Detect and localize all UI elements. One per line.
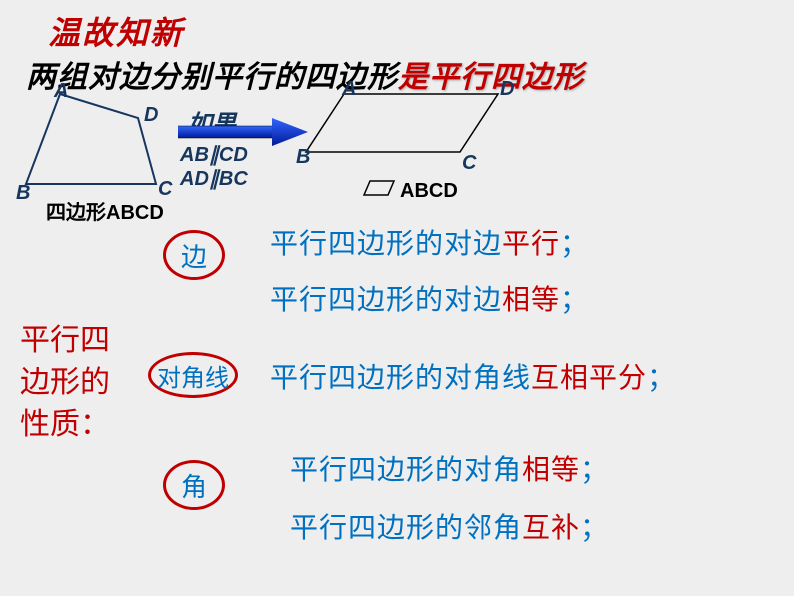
properties-title: 平行四 边形的 性质： bbox=[20, 320, 110, 446]
property-1-blue: 平行四边形的对边 bbox=[270, 228, 502, 259]
para-vertex-d: D bbox=[500, 78, 514, 101]
title-top: 温故知新 bbox=[48, 8, 184, 54]
property-3-red: 互相平分 bbox=[531, 362, 647, 393]
quad-vertex-b: B bbox=[16, 182, 30, 205]
property-4-blue: 平行四边形的对角 bbox=[290, 454, 522, 485]
property-2-red: 相等 bbox=[502, 284, 560, 315]
quadrilateral-label: 四边形ABCD bbox=[46, 196, 164, 225]
property-5-red: 互补 bbox=[522, 512, 580, 543]
property-5-tail: ； bbox=[580, 512, 609, 543]
property-2: 平行四边形的对边相等； bbox=[270, 278, 589, 318]
property-5-blue: 平行四边形的邻角 bbox=[290, 512, 522, 543]
property-1-tail: ； bbox=[560, 228, 589, 259]
property-4-tail: ； bbox=[580, 454, 609, 485]
properties-title-line1: 平行四 bbox=[20, 324, 110, 357]
property-1: 平行四边形的对边平行； bbox=[270, 222, 589, 262]
circle-diagonal: 对角线 bbox=[148, 352, 238, 398]
property-3-tail: ； bbox=[647, 362, 676, 393]
property-3-blue: 平行四边形的对角线 bbox=[270, 362, 531, 393]
para-vertex-a: A bbox=[342, 78, 356, 101]
parallelogram-shape bbox=[300, 88, 510, 168]
properties-title-line2: 边形的 bbox=[20, 366, 110, 399]
arrow-icon bbox=[178, 118, 308, 146]
circle-bian: 边 bbox=[163, 230, 225, 280]
properties-title-line3: 性质： bbox=[20, 408, 110, 441]
para-vertex-b: B bbox=[296, 146, 310, 169]
property-2-tail: ； bbox=[560, 284, 589, 315]
property-4-red: 相等 bbox=[522, 454, 580, 485]
property-1-red: 平行 bbox=[502, 228, 560, 259]
parallelogram-label: ABCD bbox=[400, 180, 458, 203]
para-vertex-c: C bbox=[462, 152, 476, 175]
property-3: 平行四边形的对角线互相平分； bbox=[270, 356, 676, 396]
property-4: 平行四边形的对角相等； bbox=[290, 448, 609, 488]
circle-jiao: 角 bbox=[163, 460, 225, 510]
property-2-blue: 平行四边形的对边 bbox=[270, 284, 502, 315]
parallelogram-symbol-icon bbox=[362, 178, 398, 200]
property-5: 平行四边形的邻角互补； bbox=[290, 506, 609, 546]
condition-2: AD∥BC bbox=[180, 166, 248, 191]
quad-vertex-d: D bbox=[144, 104, 158, 127]
quad-vertex-a: A bbox=[54, 80, 68, 103]
